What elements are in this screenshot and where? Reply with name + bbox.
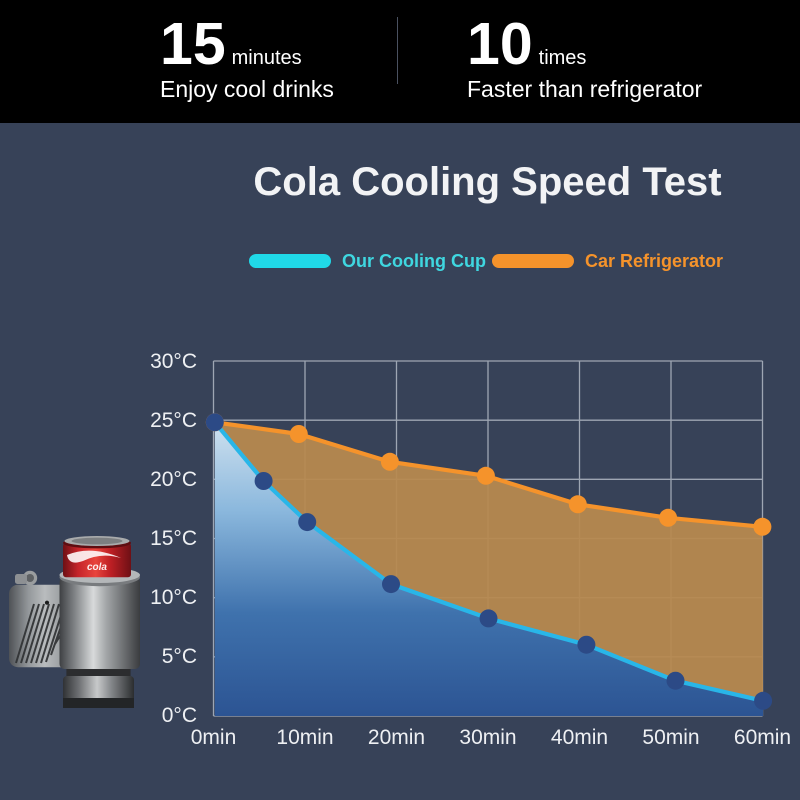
- svg-text:30°C: 30°C: [150, 350, 197, 373]
- svg-text:20min: 20min: [368, 726, 425, 749]
- svg-text:10min: 10min: [276, 726, 333, 749]
- svg-text:60min: 60min: [734, 726, 791, 749]
- svg-text:20°C: 20°C: [150, 468, 197, 491]
- svg-text:30min: 30min: [459, 726, 516, 749]
- svg-text:cola: cola: [87, 562, 107, 573]
- svg-text:40min: 40min: [551, 726, 608, 749]
- svg-text:25°C: 25°C: [150, 409, 197, 432]
- svg-text:50min: 50min: [642, 726, 699, 749]
